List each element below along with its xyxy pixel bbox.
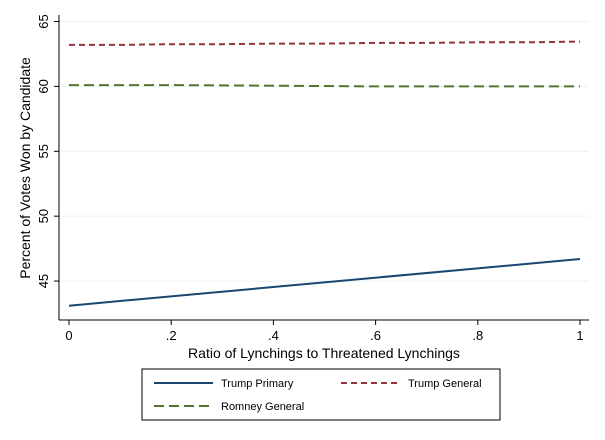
x-tick-label: 1 xyxy=(576,328,583,343)
y-axis-ticks: 45 50 55 60 65 xyxy=(36,14,59,288)
y-tick-label: 50 xyxy=(36,209,51,223)
series-line-trump-general xyxy=(69,40,581,46)
x-axis-ticks: 0 .2 .4 .6 .8 1 xyxy=(65,320,584,343)
x-tick-label: .6 xyxy=(370,328,381,343)
legend-label: Romney General xyxy=(221,401,304,413)
legend-label: Trump General xyxy=(408,378,482,390)
y-tick-label: 45 xyxy=(36,274,51,288)
legend-label: Trump Primary xyxy=(221,378,294,390)
x-tick-label: .8 xyxy=(472,328,483,343)
y-tick-label: 55 xyxy=(36,144,51,158)
series-line-trump-primary xyxy=(68,258,581,307)
series-line-romney-general xyxy=(69,84,580,88)
plot-area xyxy=(59,15,589,320)
x-axis-title: Ratio of Lynchings to Threatened Lynchin… xyxy=(188,345,460,361)
x-tick-label: 0 xyxy=(65,328,72,343)
legend-box xyxy=(141,368,501,421)
y-axis-title: Percent of Votes Won by Candidate xyxy=(17,57,33,279)
y-tick-label: 60 xyxy=(36,79,51,93)
x-tick-label: .2 xyxy=(166,328,177,343)
legend: Trump Primary Trump General Romney General xyxy=(154,378,482,413)
series-lines xyxy=(68,40,581,307)
y-tick-label: 65 xyxy=(36,14,51,28)
x-tick-label: .4 xyxy=(268,328,279,343)
